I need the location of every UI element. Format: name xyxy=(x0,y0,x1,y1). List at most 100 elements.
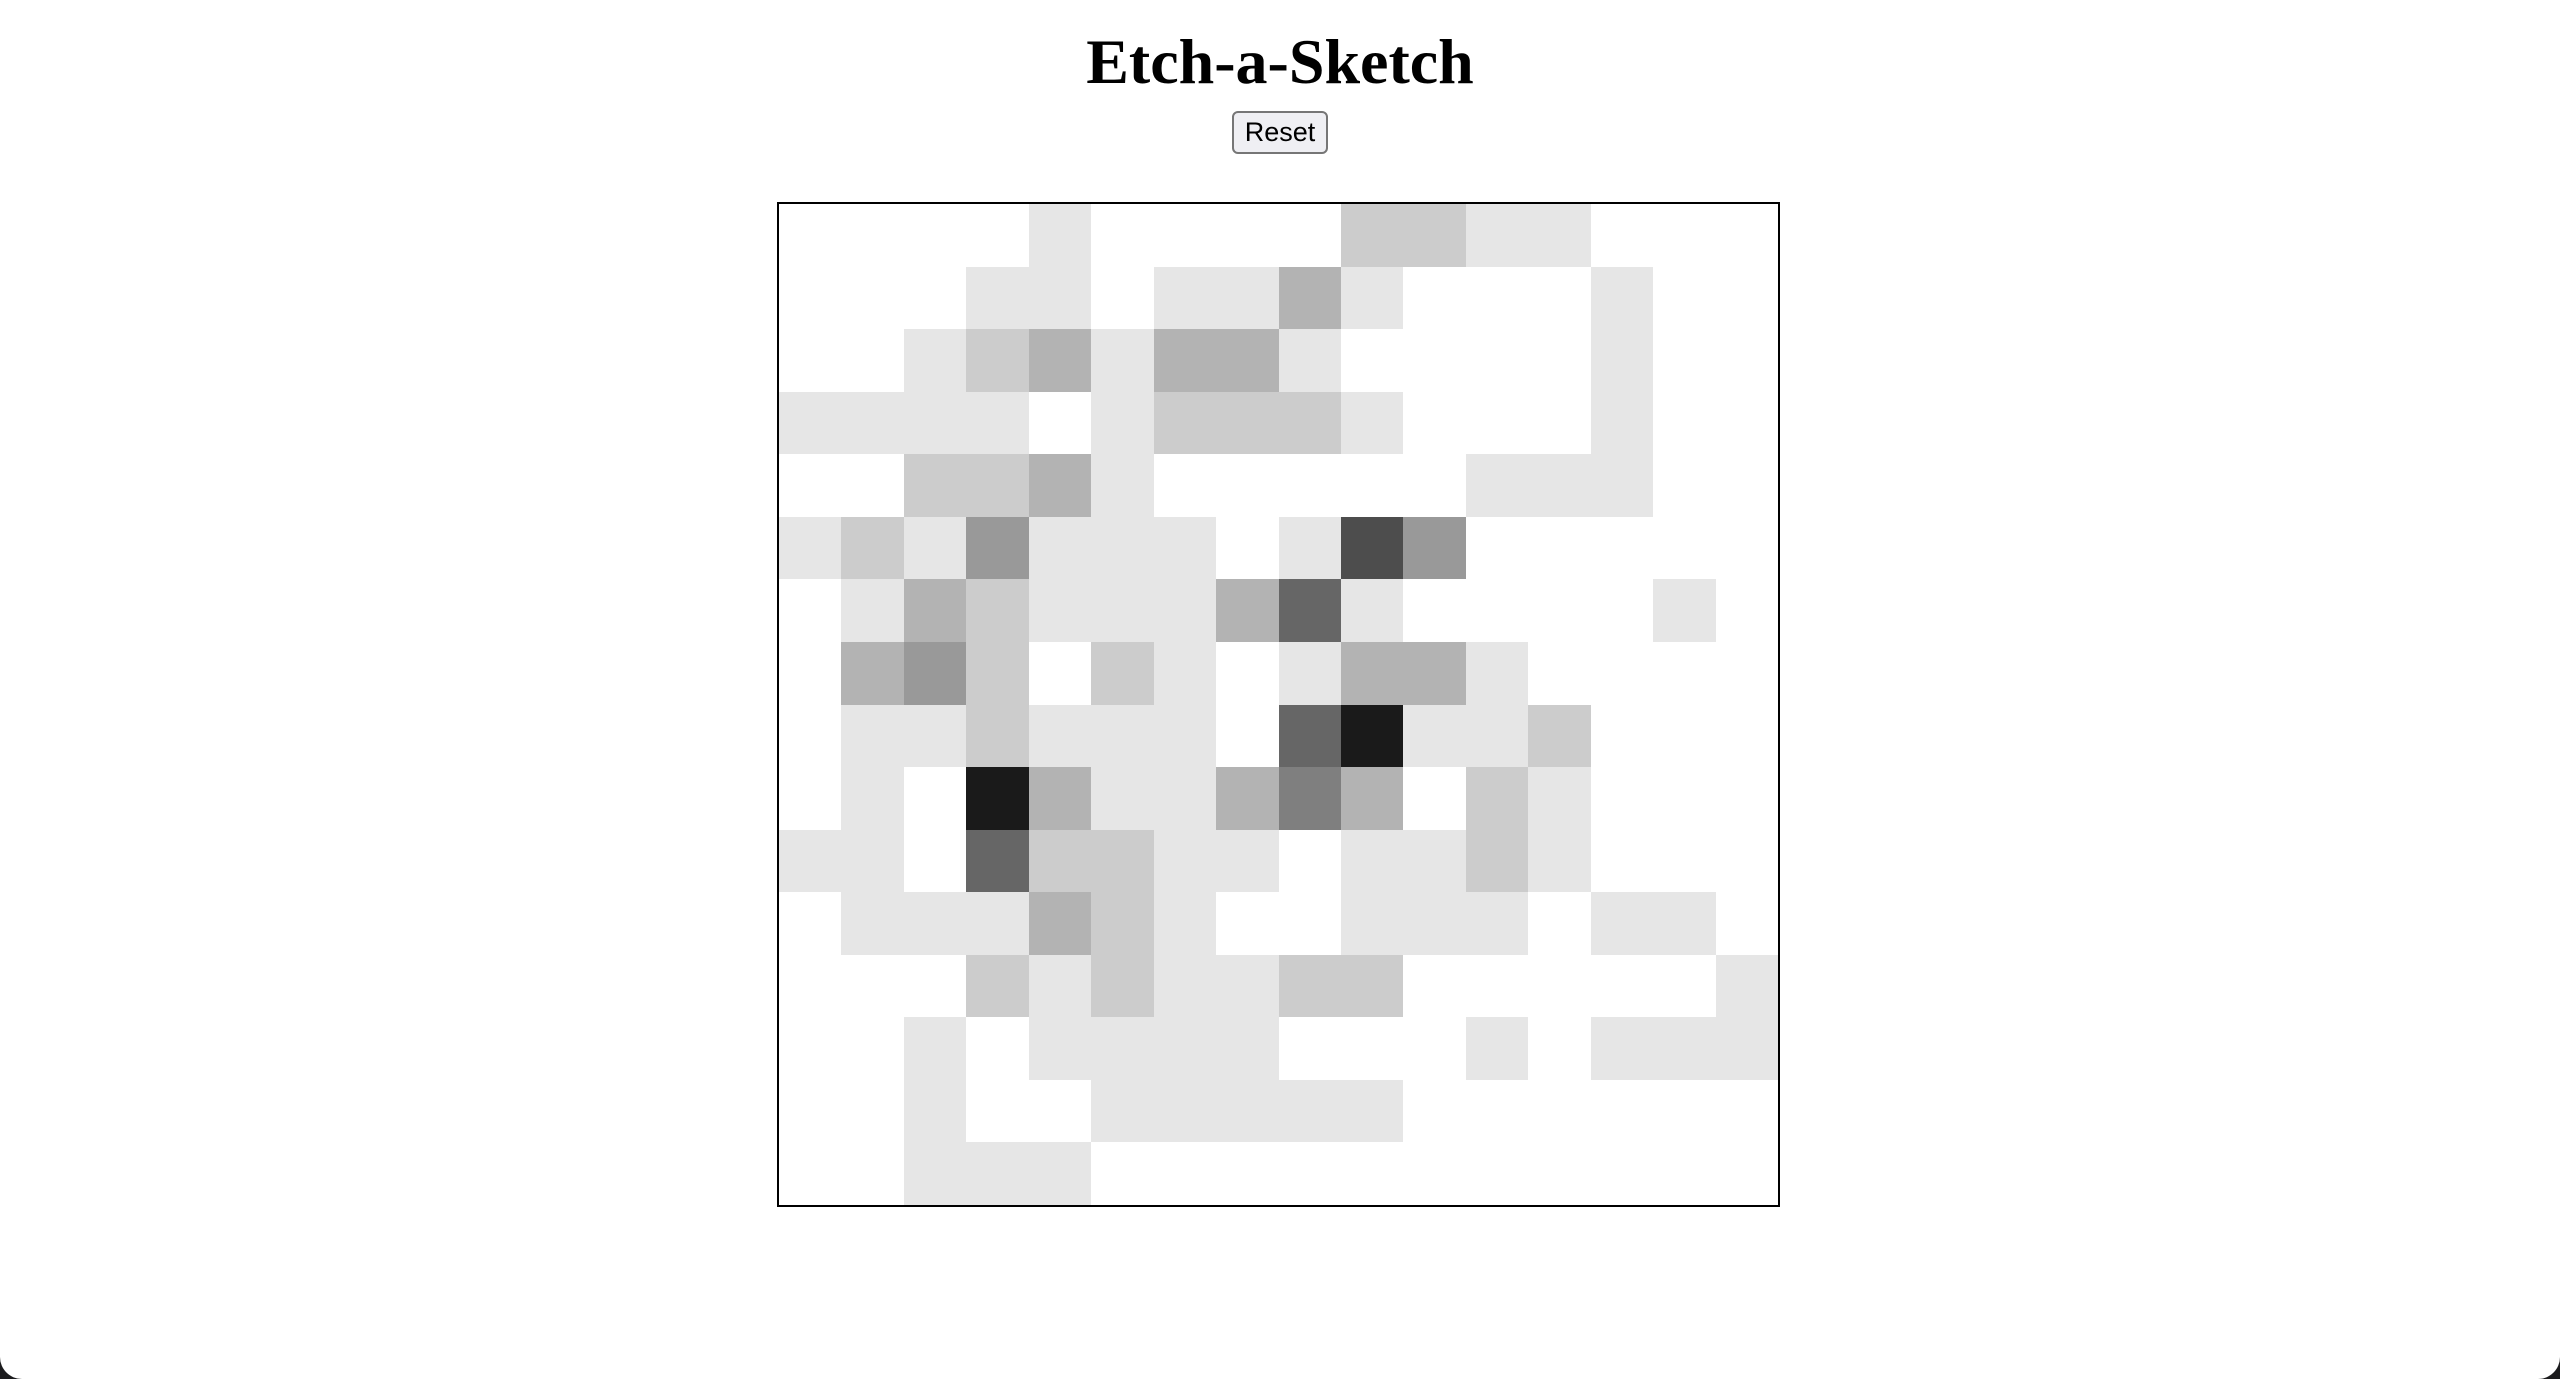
grid-cell[interactable] xyxy=(903,829,967,893)
grid-cell[interactable] xyxy=(841,516,904,580)
grid-cell[interactable] xyxy=(1028,1017,1092,1080)
grid-cell[interactable] xyxy=(1153,829,1217,893)
grid-cell[interactable] xyxy=(1528,204,1591,267)
grid-cell[interactable] xyxy=(1091,204,1154,267)
grid-cell[interactable] xyxy=(841,204,904,267)
grid-cell[interactable] xyxy=(1153,954,1217,1018)
grid-cell[interactable] xyxy=(1653,579,1716,642)
grid-cell[interactable] xyxy=(841,704,904,768)
grid-cell[interactable] xyxy=(1715,204,1778,267)
grid-cell[interactable] xyxy=(1340,1017,1404,1080)
grid-cell[interactable] xyxy=(1028,516,1092,580)
grid-cell[interactable] xyxy=(1590,1017,1654,1080)
grid-cell[interactable] xyxy=(1403,204,1466,267)
grid-cell[interactable] xyxy=(1278,641,1341,705)
grid-cell[interactable] xyxy=(1465,329,1529,392)
grid-cell[interactable] xyxy=(903,391,967,455)
grid-cell[interactable] xyxy=(1590,454,1654,517)
grid-cell[interactable] xyxy=(903,1017,967,1080)
grid-cell[interactable] xyxy=(1465,1079,1529,1143)
grid-cell[interactable] xyxy=(1590,1142,1654,1205)
grid-cell[interactable] xyxy=(1715,641,1778,705)
grid-cell[interactable] xyxy=(1278,391,1341,455)
grid-cell[interactable] xyxy=(1528,579,1591,642)
grid-cell[interactable] xyxy=(779,1079,842,1143)
grid-cell[interactable] xyxy=(1653,1142,1716,1205)
grid-cell[interactable] xyxy=(1028,329,1092,392)
grid-cell[interactable] xyxy=(779,641,842,705)
grid-cell[interactable] xyxy=(1590,266,1654,330)
grid-cell[interactable] xyxy=(1403,329,1466,392)
grid-cell[interactable] xyxy=(966,1142,1029,1205)
grid-cell[interactable] xyxy=(966,1017,1029,1080)
grid-cell[interactable] xyxy=(1340,829,1404,893)
grid-cell[interactable] xyxy=(1590,516,1654,580)
grid-cell[interactable] xyxy=(1590,1079,1654,1143)
grid-cell[interactable] xyxy=(1340,954,1404,1018)
grid-cell[interactable] xyxy=(1028,204,1092,267)
grid-cell[interactable] xyxy=(1528,454,1591,517)
grid-cell[interactable] xyxy=(1153,204,1217,267)
grid-cell[interactable] xyxy=(1216,829,1279,893)
grid-cell[interactable] xyxy=(841,767,904,830)
grid-cell[interactable] xyxy=(1465,704,1529,768)
grid-cell[interactable] xyxy=(1091,641,1154,705)
grid-cell[interactable] xyxy=(966,516,1029,580)
grid-cell[interactable] xyxy=(841,579,904,642)
grid-cell[interactable] xyxy=(1340,641,1404,705)
grid-cell[interactable] xyxy=(841,892,904,955)
grid-cell[interactable] xyxy=(1091,454,1154,517)
grid-cell[interactable] xyxy=(966,391,1029,455)
grid-cell[interactable] xyxy=(1653,391,1716,455)
grid-cell[interactable] xyxy=(841,954,904,1018)
grid-cell[interactable] xyxy=(1653,641,1716,705)
grid-cell[interactable] xyxy=(1216,954,1279,1018)
grid-cell[interactable] xyxy=(1403,767,1466,830)
grid-cell[interactable] xyxy=(1028,391,1092,455)
grid-cell[interactable] xyxy=(966,954,1029,1018)
grid-cell[interactable] xyxy=(1715,579,1778,642)
grid-cell[interactable] xyxy=(966,1079,1029,1143)
grid-cell[interactable] xyxy=(1028,767,1092,830)
grid-cell[interactable] xyxy=(1091,516,1154,580)
grid-cell[interactable] xyxy=(1340,266,1404,330)
grid-cell[interactable] xyxy=(1590,767,1654,830)
grid-cell[interactable] xyxy=(1278,516,1341,580)
grid-cell[interactable] xyxy=(903,892,967,955)
grid-cell[interactable] xyxy=(1340,704,1404,768)
grid-cell[interactable] xyxy=(1340,329,1404,392)
grid-cell[interactable] xyxy=(1653,516,1716,580)
grid-cell[interactable] xyxy=(1403,892,1466,955)
grid-cell[interactable] xyxy=(1091,579,1154,642)
grid-cell[interactable] xyxy=(1465,454,1529,517)
grid-cell[interactable] xyxy=(1216,204,1279,267)
grid-cell[interactable] xyxy=(903,704,967,768)
grid-cell[interactable] xyxy=(1028,829,1092,893)
grid-cell[interactable] xyxy=(1528,954,1591,1018)
grid-cell[interactable] xyxy=(1278,204,1341,267)
grid-cell[interactable] xyxy=(903,767,967,830)
grid-cell[interactable] xyxy=(903,1079,967,1143)
grid-cell[interactable] xyxy=(1465,204,1529,267)
grid-cell[interactable] xyxy=(1528,1017,1591,1080)
grid-cell[interactable] xyxy=(903,579,967,642)
grid-cell[interactable] xyxy=(1403,579,1466,642)
grid-cell[interactable] xyxy=(1403,266,1466,330)
grid-cell[interactable] xyxy=(966,829,1029,893)
grid-cell[interactable] xyxy=(1153,329,1217,392)
grid-cell[interactable] xyxy=(779,954,842,1018)
grid-cell[interactable] xyxy=(841,1142,904,1205)
grid-cell[interactable] xyxy=(903,516,967,580)
grid-cell[interactable] xyxy=(1590,329,1654,392)
grid-cell[interactable] xyxy=(779,1142,842,1205)
grid-cell[interactable] xyxy=(1153,641,1217,705)
grid-cell[interactable] xyxy=(841,641,904,705)
grid-cell[interactable] xyxy=(1216,1017,1279,1080)
grid-cell[interactable] xyxy=(1528,329,1591,392)
grid-cell[interactable] xyxy=(1091,391,1154,455)
grid-cell[interactable] xyxy=(1153,892,1217,955)
grid-cell[interactable] xyxy=(903,204,967,267)
grid-cell[interactable] xyxy=(1278,704,1341,768)
grid-cell[interactable] xyxy=(1653,266,1716,330)
grid-cell[interactable] xyxy=(779,391,842,455)
